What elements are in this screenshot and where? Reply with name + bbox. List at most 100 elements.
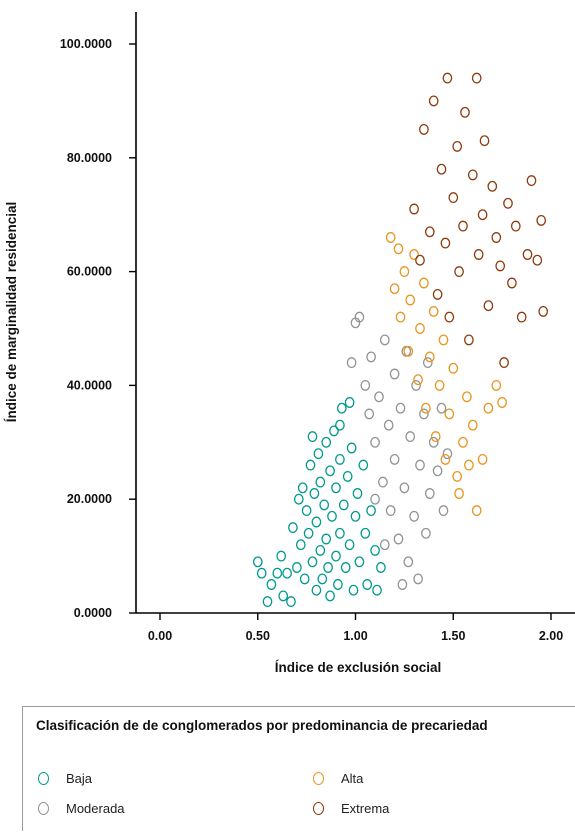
- legend-label-baja: Baja: [66, 770, 93, 786]
- data-point: [440, 237, 451, 249]
- data-point: [428, 95, 439, 107]
- data-point: [467, 419, 478, 431]
- data-point: [374, 391, 384, 403]
- data-point: [266, 579, 277, 590]
- data-point: [516, 311, 527, 323]
- data-point: [477, 453, 488, 465]
- data-point: [340, 562, 351, 573]
- data-point: [395, 402, 406, 414]
- data-point: [358, 459, 369, 471]
- data-point: [297, 482, 308, 494]
- data-point: [370, 544, 380, 556]
- data-point: [409, 510, 419, 522]
- data-point: [458, 220, 468, 232]
- data-point: [532, 254, 543, 266]
- data-point: [464, 334, 474, 346]
- data-point: [415, 254, 425, 266]
- data-point: [323, 562, 333, 573]
- data-point: [438, 334, 449, 346]
- data-point: [389, 453, 400, 465]
- data-point: [413, 573, 423, 585]
- data-point: [411, 379, 421, 391]
- y-tick-label: 60.0000: [67, 265, 112, 279]
- data-point: [421, 402, 431, 414]
- data-point: [428, 436, 439, 448]
- data-point: [252, 556, 263, 568]
- data-point: [354, 311, 365, 323]
- data-point: [442, 72, 453, 84]
- legend-marker-moderada: [38, 801, 49, 815]
- x-tick-label: 0.00: [148, 629, 172, 643]
- data-point: [295, 539, 306, 551]
- data-point: [491, 232, 502, 243]
- data-point: [331, 482, 341, 494]
- data-point: [415, 459, 425, 471]
- data-point: [385, 232, 396, 243]
- data-point: [507, 277, 517, 289]
- data-point: [403, 556, 414, 568]
- data-point: [452, 470, 463, 482]
- data-point: [483, 300, 494, 312]
- data-point: [393, 533, 404, 545]
- data-point: [483, 402, 494, 414]
- data-point: [440, 453, 451, 465]
- data-point: [499, 357, 509, 369]
- data-point: [378, 476, 388, 488]
- data-point: [448, 362, 459, 374]
- data-point: [299, 573, 310, 585]
- data-point: [286, 596, 296, 608]
- series-extrema: [409, 72, 549, 369]
- data-point: [444, 311, 455, 323]
- data-point: [282, 567, 292, 579]
- data-point: [430, 431, 441, 443]
- data-point: [424, 488, 435, 499]
- data-point: [538, 305, 549, 317]
- x-tick-label: 1.00: [343, 629, 367, 643]
- data-point: [487, 180, 498, 192]
- data-point: [307, 431, 318, 443]
- data-point: [405, 294, 416, 306]
- data-point: [309, 488, 320, 499]
- series-moderada: [346, 311, 453, 590]
- data-point: [331, 550, 341, 562]
- data-point: [370, 493, 380, 505]
- legend-item-alta: Alta: [313, 768, 363, 788]
- data-point: [262, 596, 273, 608]
- data-point: [288, 522, 298, 534]
- y-tick-label: 0.0000: [74, 606, 112, 620]
- data-point: [419, 277, 429, 289]
- data-point: [495, 260, 506, 272]
- data-point: [313, 448, 324, 460]
- data-point: [321, 436, 332, 448]
- y-tick-label: 100.0000: [60, 37, 112, 51]
- data-point: [448, 192, 459, 204]
- data-point: [415, 323, 425, 334]
- data-point: [503, 197, 513, 209]
- data-point: [335, 527, 345, 539]
- data-point: [403, 345, 414, 357]
- data-point: [419, 408, 429, 420]
- ticks-layer: 0.00 0.50 1.00 1.50 2.00 0.0000 20.0000 40.0000…: [60, 37, 563, 643]
- y-tick-label: 80.0000: [67, 151, 112, 165]
- x-tick-label: 0.50: [246, 629, 270, 643]
- data-point: [389, 283, 400, 295]
- data-point: [329, 425, 339, 437]
- data-point: [293, 493, 304, 505]
- data-point: [348, 584, 359, 596]
- legend-marker-extrema: [313, 801, 324, 815]
- data-point: [364, 408, 375, 420]
- data-point: [327, 510, 337, 522]
- data-point: [432, 465, 443, 477]
- data-point: [424, 351, 435, 363]
- data-point: [319, 499, 330, 511]
- data-point: [413, 374, 423, 386]
- data-point: [401, 345, 412, 357]
- data-point: [385, 505, 396, 517]
- data-point: [311, 516, 322, 528]
- data-point: [438, 505, 449, 517]
- data-point: [389, 368, 400, 380]
- y-axis-title: Índice de marginalidad residencial: [4, 202, 19, 423]
- data-point: [315, 476, 326, 488]
- data-point: [399, 482, 410, 494]
- data-point: [393, 243, 404, 255]
